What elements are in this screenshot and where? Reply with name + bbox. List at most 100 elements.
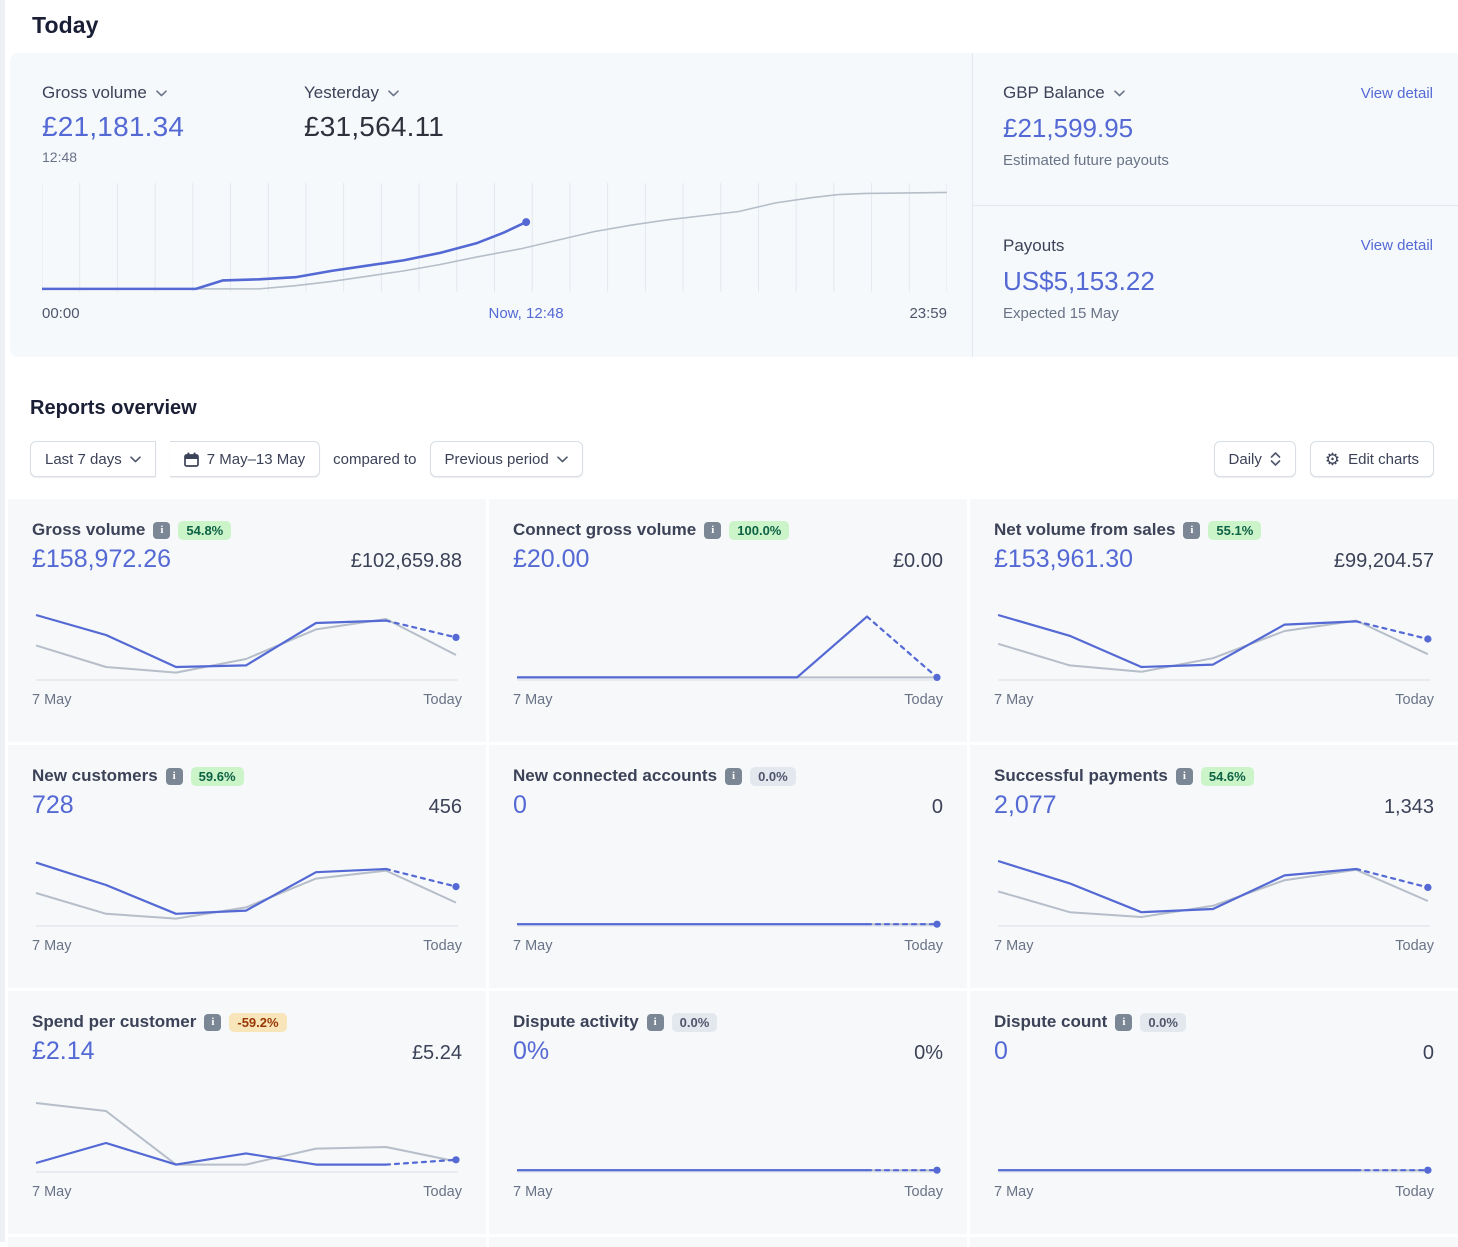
metric-sparkline-chart[interactable] [32,1083,462,1175]
page-title: Today [32,12,99,38]
info-icon[interactable]: i [1183,521,1201,539]
reports-overview-title: Reports overview [30,397,197,419]
gross-volume-label: Gross volume [42,83,147,102]
metric-card-title: New customers [32,766,158,785]
metric-sparkline-chart[interactable] [32,837,462,929]
metric-card-axis: 7 May Today [32,1184,462,1200]
axis-end-label: Today [423,938,462,954]
metric-previous-value: 0 [1422,1042,1434,1064]
metric-card-axis: 7 May Today [994,1184,1434,1200]
gross-volume-selector[interactable]: Gross volume [42,83,304,103]
payouts-sub: Expected 15 May [1003,304,1119,322]
metric-card-title: Connect gross volume [513,520,697,539]
gbp-balance-box: GBP Balance View detail £21,599.95 Estim… [973,53,1458,205]
gear-icon: ⚙ [1324,449,1341,469]
chevron-down-icon [388,89,399,96]
change-badge: 0.0% [1140,1012,1186,1032]
gbp-balance-selector[interactable]: GBP Balance [1003,83,1125,103]
select-arrows-icon [1270,452,1281,466]
date-picker-button[interactable]: 7 May–13 May [169,441,321,477]
balance-payouts-panel: GBP Balance View detail £21,599.95 Estim… [972,53,1458,357]
next-row-sliver [8,1237,1458,1247]
metric-sparkline-chart[interactable] [513,1083,943,1175]
metric-previous-value: £0.00 [892,550,943,572]
metric-card-axis: 7 May Today [513,938,943,954]
axis-end-label: Today [904,1184,943,1200]
metric-card-connect-gross-volume: Connect gross volume i 100.0% £20.00 £0.… [489,499,967,742]
payouts-box: Payouts View detail US$5,153.22 Expected… [973,204,1458,357]
metric-previous-value: £99,204.57 [1333,550,1434,572]
gbp-balance-view-detail-link[interactable]: View detail [1360,84,1433,102]
reports-toolbar: Last 7 days 7 May–13 May compared to Pre… [30,441,1434,477]
metric-current-value: £153,961.30 [994,545,1134,573]
gross-volume-today-value: £21,181.34 [42,111,185,142]
info-icon[interactable]: i [704,521,722,539]
date-range-control: Last 7 days 7 May–13 May [30,441,321,477]
axis-start-label: 7 May [994,1184,1034,1200]
axis-now-label: Now, 12:48 [488,305,564,322]
info-icon[interactable]: i [725,767,743,785]
axis-start-label: 7 May [513,692,553,708]
info-icon[interactable]: i [646,1013,664,1031]
reports-cards-grid: Gross volume i 54.8% £158,972.26 £102,65… [8,499,1458,1234]
metric-current-value: 2,077 [994,791,1057,819]
info-icon[interactable]: i [204,1013,222,1031]
metric-sparkline-chart[interactable] [994,1083,1434,1175]
change-badge: -59.2% [229,1012,287,1032]
yesterday-value: £31,564.11 [304,111,445,142]
metric-card-successful-payments: Successful payments i 54.6% 2,077 1,343 … [970,745,1458,988]
axis-end-label: Today [1395,938,1434,954]
metric-previous-value: 456 [428,796,462,818]
gross-volume-metric: Gross volume £21,181.34 12:48 [42,83,304,165]
edit-charts-button[interactable]: ⚙ Edit charts [1309,441,1434,477]
metric-sparkline-chart[interactable] [32,591,462,683]
gross-volume-chart-axis: 00:00 Now, 12:48 23:59 [42,305,947,322]
metric-card-axis: 7 May Today [994,692,1434,708]
axis-start-label: 7 May [513,1184,553,1200]
metric-card-title: Successful payments [994,766,1168,785]
metric-previous-value: £102,659.88 [350,550,462,572]
axis-end-label: 23:59 [909,305,947,322]
metric-card-spend-per-customer: Spend per customer i -59.2% £2.14 £5.24 … [8,991,486,1234]
metric-card-net-volume-from-sales: Net volume from sales i 55.1% £153,961.3… [970,499,1458,742]
chevron-down-icon [1113,89,1125,96]
gross-volume-chart[interactable] [42,179,947,297]
metric-card-axis: 7 May Today [513,1184,943,1200]
axis-start-label: 7 May [32,938,72,954]
info-icon[interactable]: i [153,521,171,539]
compare-period-button[interactable]: Previous period [429,441,583,477]
metric-card-axis: 7 May Today [994,938,1434,954]
metric-previous-value: 1,343 [1383,796,1434,818]
metric-sparkline-chart[interactable] [513,591,943,683]
axis-end-label: Today [904,938,943,954]
axis-start-label: 7 May [513,938,553,954]
axis-end-label: Today [423,692,462,708]
info-icon[interactable]: i [1115,1013,1133,1031]
metric-sparkline-chart[interactable] [513,837,943,929]
axis-start-label: 00:00 [42,305,80,322]
gbp-balance-value: £21,599.95 [1003,113,1134,143]
today-overview-panel: Gross volume £21,181.34 12:48 Yesterday … [10,53,1458,357]
metric-card-dispute-count: Dispute count i 0.0% 0 0 7 May Today [970,991,1458,1234]
metric-current-value: 728 [32,791,74,819]
info-icon[interactable]: i [165,767,183,785]
metric-sparkline-chart[interactable] [994,591,1434,683]
metric-current-value: £158,972.26 [32,545,172,573]
info-icon[interactable]: i [1175,767,1193,785]
yesterday-selector[interactable]: Yesterday [304,83,566,103]
change-badge: 59.6% [190,766,244,786]
reports-overview-header: Reports overview [0,357,1458,420]
metric-previous-value: 0% [914,1042,943,1064]
payouts-view-detail-link[interactable]: View detail [1360,237,1433,254]
metric-card-title: New connected accounts [513,766,718,785]
change-badge: 0.0% [671,1012,718,1032]
metric-current-value: 0% [513,1037,550,1065]
metric-card-gross-volume: Gross volume i 54.8% £158,972.26 £102,65… [8,499,486,742]
change-badge: 55.1% [1208,520,1262,540]
date-range-button[interactable]: Last 7 days [30,441,156,477]
interval-select[interactable]: Daily [1213,441,1296,477]
gbp-balance-sub: Estimated future payouts [1003,152,1169,169]
gbp-balance-label: GBP Balance [1003,83,1105,102]
metric-card-axis: 7 May Today [32,938,462,954]
metric-sparkline-chart[interactable] [994,837,1434,929]
